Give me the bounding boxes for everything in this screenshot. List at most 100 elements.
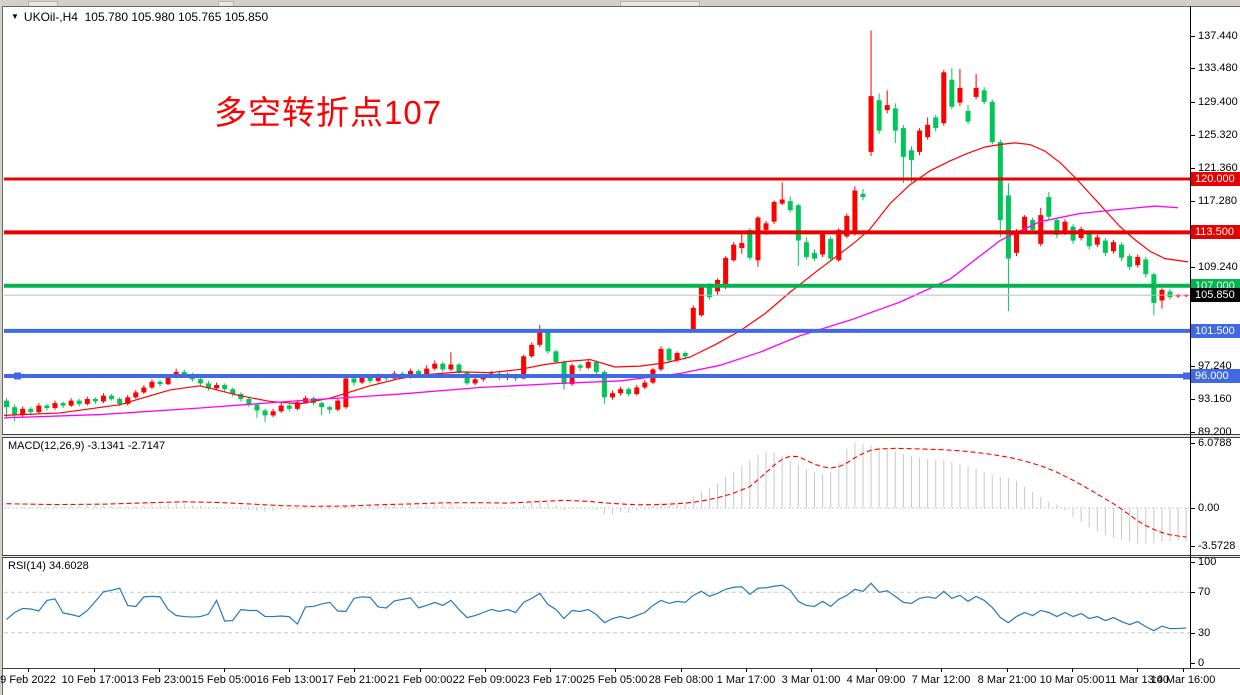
y-axis-tick-mark	[1190, 365, 1195, 367]
pane-splitter-rsi[interactable]	[2, 555, 1240, 558]
candle-body	[892, 108, 898, 131]
candle-body	[763, 223, 769, 230]
candle-body	[981, 90, 987, 102]
rsi-axis-tick-mark	[1190, 562, 1195, 563]
hline-drag-handle	[14, 372, 21, 380]
macd-axis-label: 0.00	[1198, 502, 1220, 514]
candle-body	[698, 287, 704, 316]
macd-axis-label: 6.0788	[1198, 436, 1232, 449]
y-axis-tick-label: 125.320	[1198, 129, 1238, 142]
symbol-timeframe-label: UKOil-,H4	[23, 10, 78, 24]
candle-body	[755, 217, 761, 261]
candle-body	[1151, 274, 1157, 303]
candle-body	[60, 403, 66, 406]
candle-body	[1086, 232, 1092, 247]
candle-body	[601, 371, 607, 398]
price-level-badge: 120.000	[1191, 172, 1240, 186]
x-axis-label: 13 Feb 23:00	[126, 674, 192, 686]
x-axis-label: 3 Mar 01:00	[781, 674, 841, 686]
x-axis-tick-mark	[1137, 668, 1138, 672]
candle-body	[68, 400, 74, 406]
x-axis-label: 25 Feb 05:00	[582, 674, 648, 686]
pane-splitter-macd[interactable]	[2, 434, 1240, 438]
rsi-axis-tick-mark	[1190, 632, 1195, 634]
candle-body	[327, 407, 333, 410]
y-axis-tick-mark	[1190, 201, 1195, 203]
candle-body	[262, 410, 268, 416]
macd-axis-tick-mark	[1190, 546, 1195, 548]
candle-body	[795, 205, 801, 241]
candle-body	[197, 379, 203, 384]
candle-body	[270, 411, 276, 416]
ma-slow-line	[3, 205, 1179, 419]
candle-body	[779, 199, 785, 204]
candle-body	[529, 344, 535, 357]
candle-body	[1014, 231, 1019, 253]
candle-body	[585, 362, 591, 368]
candle-body	[634, 387, 640, 395]
candle-body	[706, 284, 712, 298]
x-axis-label: 10 Feb 17:00	[61, 674, 127, 686]
candle-body	[747, 229, 753, 258]
chart-header: ▼ UKOil-,H4 105.780 105.980 105.765 105.8…	[11, 10, 268, 26]
candle-body	[973, 87, 979, 97]
chart-window[interactable]: ▼ UKOil-,H4 105.780 105.980 105.765 105.8…	[2, 6, 1240, 695]
y-axis-tick-mark	[1190, 267, 1195, 269]
candle-body	[828, 238, 834, 259]
y-axis-tick-label: 117.280	[1198, 195, 1237, 208]
candle-body	[367, 377, 373, 381]
y-axis-tick-label: 89.200	[1198, 425, 1232, 438]
candle-body	[141, 387, 147, 393]
x-axis-tick-mark	[354, 668, 355, 672]
y-axis-tick-label: 133.480	[1198, 62, 1238, 75]
hline-drag-handle	[1183, 372, 1190, 380]
rsi-axis-label: 30	[1198, 626, 1211, 639]
y-axis-tick-mark	[1190, 68, 1195, 70]
candle-body	[117, 398, 123, 404]
candle-body	[908, 150, 914, 161]
rsi-axis-tick-mark	[1190, 663, 1195, 664]
x-axis-tick-mark	[1007, 668, 1008, 672]
candle-body	[1062, 221, 1068, 233]
x-axis-tick-mark	[941, 668, 942, 672]
candle-body	[125, 397, 131, 404]
candle-body	[577, 365, 583, 368]
candle-body	[545, 332, 551, 352]
macd-axis-tick-mark	[1190, 508, 1195, 509]
candle-body	[666, 348, 672, 361]
rsi-axis-label: 70	[1198, 586, 1211, 599]
macd-label: MACD(12,26,9) -3.1341 -2.7147	[8, 440, 166, 452]
candle-body	[787, 201, 793, 211]
price-level-badge: 101.500	[1191, 323, 1240, 338]
candle-body	[76, 400, 82, 404]
annotation-text: 多空转折点107	[214, 94, 443, 131]
candle-body	[214, 385, 220, 389]
macd-axis-label: -3.5728	[1198, 540, 1236, 553]
candle-body	[109, 395, 115, 399]
x-axis-label: 16 Feb 13:00	[256, 674, 322, 686]
candle-body	[1102, 240, 1108, 253]
candle-body	[1167, 291, 1173, 298]
y-axis-tick-mark	[1190, 35, 1195, 37]
candle-body	[844, 215, 850, 237]
candle-body	[359, 377, 365, 383]
x-axis-tick-mark	[550, 668, 551, 672]
price-level-badge: 96.000	[1191, 368, 1240, 383]
candle-body	[335, 400, 341, 410]
candle-body	[181, 371, 187, 375]
price-level-badge: 105.850	[1191, 288, 1240, 303]
macd-axis-tick-mark	[1190, 442, 1195, 444]
y-axis-tick-mark	[1190, 167, 1195, 169]
x-axis-tick-mark	[94, 668, 95, 672]
chevron-down-icon[interactable]: ▼	[11, 12, 19, 21]
x-axis-label: 14 Mar 16:00	[1150, 674, 1216, 686]
x-axis-label: 15 Feb 05:00	[191, 674, 257, 686]
candle-body	[52, 403, 58, 409]
candle-body	[739, 243, 745, 248]
candle-body	[92, 398, 98, 402]
candle-body	[424, 368, 430, 375]
x-axis-tick-mark	[420, 668, 421, 672]
candle-body	[965, 110, 971, 122]
